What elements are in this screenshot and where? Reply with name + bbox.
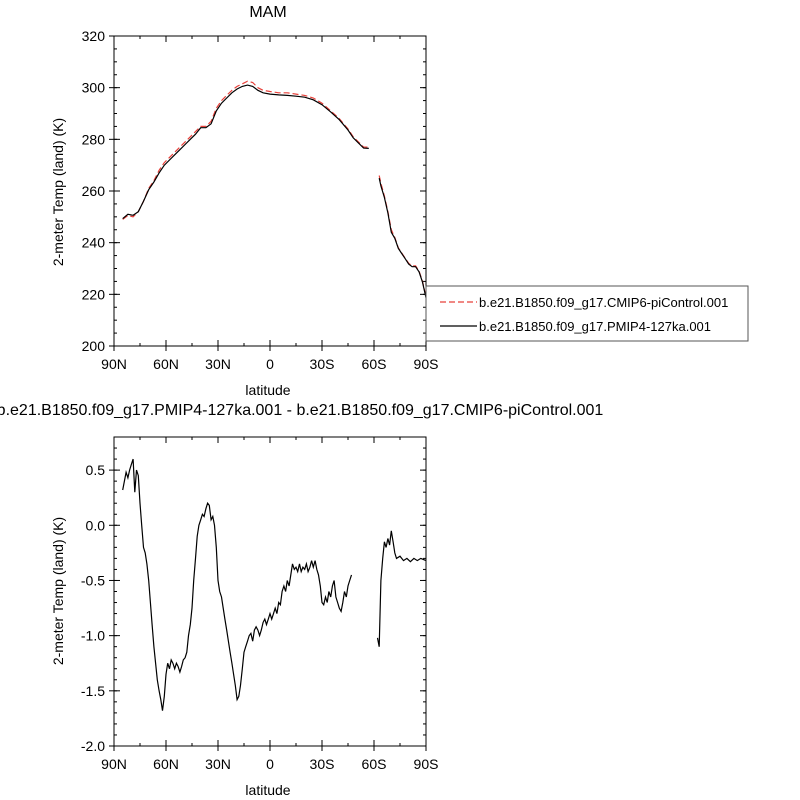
y-tick-label: 200	[82, 338, 106, 354]
y-tick-label: -0.5	[81, 572, 105, 588]
panel-title: b.e21.B1850.f09_g17.PMIP4-127ka.001 - b.…	[0, 402, 603, 419]
x-tick-label: 60N	[153, 756, 179, 772]
y-tick-label: -1.5	[81, 683, 105, 699]
y-tick-label: 300	[82, 80, 106, 96]
x-tick-label: 60S	[362, 356, 387, 372]
x-tick-label: 90S	[414, 756, 439, 772]
x-tick-label: 30N	[205, 756, 231, 772]
y-tick-label: -2.0	[81, 738, 105, 754]
x-tick-label: 30N	[205, 356, 231, 372]
series-line-2	[378, 177, 427, 298]
x-tick-label: 60N	[153, 356, 179, 372]
y-tick-label: 240	[82, 235, 106, 251]
series-line-1	[122, 458, 353, 711]
series-line-1	[122, 80, 369, 220]
y-tick-label: 280	[82, 131, 106, 147]
x-tick-label: 90S	[414, 356, 439, 372]
series-line-1	[378, 175, 427, 298]
series-line-2	[122, 84, 369, 220]
legend-label-1: b.e21.B1850.f09_g17.CMIP6-piControl.001	[479, 295, 728, 310]
y-tick-label: 320	[82, 28, 106, 44]
y-axis-label: 2-meter Temp (land) (K)	[50, 118, 66, 266]
x-axis-label: latitude	[245, 782, 290, 798]
panel-title: MAM	[249, 4, 286, 21]
plot-frame	[113, 35, 427, 347]
y-axis-label: 2-meter Temp (land) (K)	[50, 517, 66, 665]
y-tick-label: 0.5	[86, 462, 106, 478]
x-tick-label: 60S	[362, 756, 387, 772]
panel-difference: b.e21.B1850.f09_g17.PMIP4-127ka.001 - b.…	[0, 402, 603, 798]
x-tick-label: 30S	[310, 356, 335, 372]
x-tick-label: 90N	[101, 756, 127, 772]
y-tick-label: 260	[82, 183, 106, 199]
legend: b.e21.B1850.f09_g17.CMIP6-piControl.001b…	[425, 285, 749, 342]
legend-label-2: b.e21.B1850.f09_g17.PMIP4-127ka.001	[479, 319, 711, 334]
y-tick-label: 220	[82, 286, 106, 302]
x-axis-label: latitude	[245, 382, 290, 398]
x-tick-label: 0	[266, 756, 274, 772]
y-tick-label: -1.0	[81, 628, 105, 644]
x-tick-label: 30S	[310, 756, 335, 772]
x-tick-label: 0	[266, 356, 274, 372]
series-line-1	[376, 530, 427, 647]
x-tick-label: 90N	[101, 356, 127, 372]
panel-absolute-temperature: MAM latitude 2-meter Temp (land) (K) 200…	[50, 4, 438, 398]
legend-box	[425, 285, 749, 342]
y-tick-label: 0.0	[86, 517, 106, 533]
